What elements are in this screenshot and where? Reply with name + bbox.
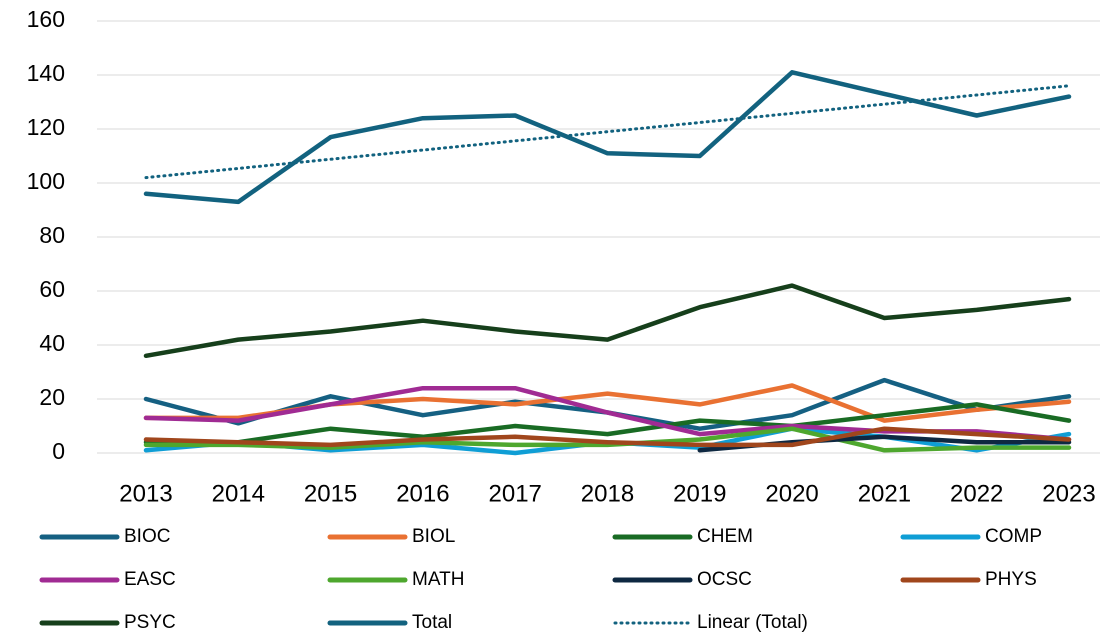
x-tick-label: 2017: [489, 480, 542, 507]
legend-label: MATH: [412, 569, 464, 590]
series-line: [143, 426, 1072, 453]
legend-label: Linear (Total): [697, 612, 808, 633]
legend-label: PHYS: [985, 569, 1037, 590]
y-tick-label: 100: [27, 168, 65, 194]
y-tick-label: 40: [39, 330, 65, 356]
series-line: [143, 377, 1072, 431]
legend-label: EASC: [124, 569, 176, 590]
y-tick-label: 80: [39, 222, 65, 248]
x-tick-label: 2020: [765, 480, 818, 507]
x-tick-label: 2016: [396, 480, 449, 507]
y-tick-label: 160: [27, 6, 65, 32]
legend-label: BIOL: [412, 526, 455, 547]
x-tick-label: 2014: [212, 480, 265, 507]
x-tick-label: 2013: [119, 480, 172, 507]
legend-label: BIOC: [124, 526, 170, 547]
x-tick-label: 2015: [304, 480, 357, 507]
x-tick-label: 2019: [673, 480, 726, 507]
y-tick-label: 20: [39, 384, 65, 410]
series-line: [144, 84, 1071, 180]
series-line: [143, 426, 1072, 448]
legend-label: CHEM: [697, 526, 753, 547]
y-tick-label: 60: [39, 276, 65, 302]
x-tick-label: 2022: [950, 480, 1003, 507]
legend-label: Total: [412, 612, 452, 633]
series-line: [143, 70, 1072, 205]
y-tick-label: 120: [27, 114, 65, 140]
legend-label: COMP: [985, 526, 1042, 547]
x-tick-label: 2018: [581, 480, 634, 507]
series-line: [143, 283, 1072, 359]
y-tick-label: 0: [52, 438, 65, 464]
series-line: [143, 402, 1072, 445]
series-line: [143, 383, 1072, 423]
legend-label: OCSC: [697, 569, 752, 590]
x-tick-label: 2021: [858, 480, 911, 507]
legend-label: PSYC: [124, 612, 176, 633]
x-tick-label: 2023: [1042, 480, 1095, 507]
y-tick-label: 140: [27, 60, 65, 86]
